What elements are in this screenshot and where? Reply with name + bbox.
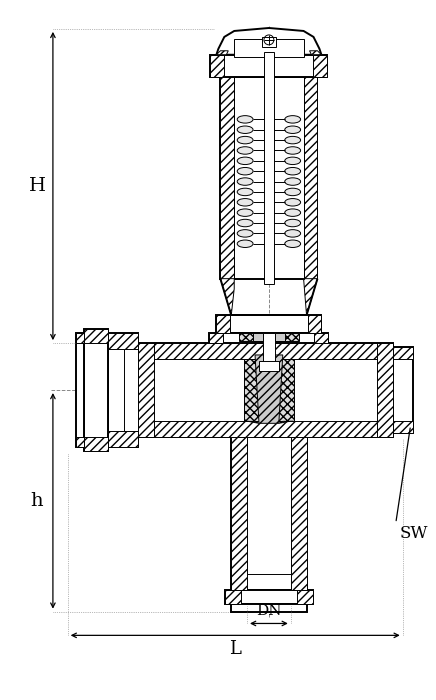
Text: DN: DN (256, 603, 282, 617)
Polygon shape (377, 343, 393, 438)
Polygon shape (239, 333, 299, 341)
Ellipse shape (237, 230, 253, 237)
Ellipse shape (285, 126, 300, 134)
Polygon shape (393, 347, 412, 359)
Polygon shape (138, 343, 154, 438)
Polygon shape (231, 603, 307, 612)
Polygon shape (255, 355, 283, 423)
Ellipse shape (285, 147, 300, 154)
Ellipse shape (285, 240, 300, 248)
Ellipse shape (237, 219, 253, 227)
Polygon shape (216, 51, 228, 55)
Ellipse shape (237, 116, 253, 123)
Ellipse shape (285, 178, 300, 186)
Polygon shape (303, 76, 317, 279)
Polygon shape (264, 52, 274, 284)
Ellipse shape (285, 167, 300, 175)
Ellipse shape (285, 219, 300, 227)
Polygon shape (291, 438, 307, 590)
Polygon shape (209, 333, 223, 343)
Polygon shape (393, 347, 412, 433)
Polygon shape (231, 438, 247, 590)
Polygon shape (234, 39, 303, 57)
Ellipse shape (237, 136, 253, 144)
Polygon shape (225, 590, 241, 603)
Text: L: L (229, 640, 241, 658)
Ellipse shape (285, 136, 300, 144)
Polygon shape (263, 333, 275, 363)
Polygon shape (244, 421, 259, 424)
Polygon shape (314, 333, 328, 343)
Polygon shape (303, 279, 317, 315)
Polygon shape (220, 76, 234, 279)
Polygon shape (310, 51, 321, 55)
Polygon shape (393, 421, 412, 433)
Text: H: H (28, 177, 45, 195)
Ellipse shape (237, 157, 253, 164)
Polygon shape (211, 55, 327, 76)
Ellipse shape (285, 188, 300, 196)
Polygon shape (211, 55, 224, 76)
Ellipse shape (285, 157, 300, 164)
Polygon shape (84, 329, 109, 451)
Polygon shape (307, 315, 321, 333)
Polygon shape (216, 28, 321, 55)
Polygon shape (261, 335, 277, 341)
Ellipse shape (237, 126, 253, 134)
Text: h: h (31, 492, 43, 510)
Polygon shape (220, 76, 317, 279)
Polygon shape (216, 315, 321, 333)
Polygon shape (262, 37, 276, 47)
Ellipse shape (285, 209, 300, 216)
Ellipse shape (237, 178, 253, 186)
Polygon shape (109, 333, 138, 447)
Ellipse shape (237, 199, 253, 206)
Polygon shape (138, 421, 393, 438)
Polygon shape (124, 349, 138, 431)
Ellipse shape (285, 116, 300, 123)
Polygon shape (84, 438, 109, 451)
Polygon shape (313, 55, 327, 76)
Polygon shape (138, 343, 393, 438)
Polygon shape (109, 333, 138, 349)
Ellipse shape (237, 167, 253, 175)
Text: SW: SW (400, 525, 428, 542)
Polygon shape (225, 590, 313, 603)
Polygon shape (109, 431, 138, 447)
Polygon shape (216, 315, 230, 333)
Polygon shape (259, 361, 279, 371)
Polygon shape (76, 333, 84, 447)
Ellipse shape (237, 209, 253, 216)
Ellipse shape (237, 188, 253, 196)
Ellipse shape (285, 199, 300, 206)
Polygon shape (76, 333, 84, 343)
Polygon shape (220, 279, 234, 315)
Polygon shape (76, 438, 84, 447)
Polygon shape (231, 438, 307, 590)
Polygon shape (138, 343, 393, 359)
Polygon shape (253, 333, 285, 341)
Ellipse shape (237, 147, 253, 154)
Polygon shape (244, 359, 294, 421)
Polygon shape (296, 590, 313, 603)
Polygon shape (247, 438, 291, 574)
Ellipse shape (285, 230, 300, 237)
Polygon shape (84, 329, 109, 343)
Polygon shape (209, 333, 328, 343)
Polygon shape (279, 421, 294, 424)
Ellipse shape (237, 240, 253, 248)
